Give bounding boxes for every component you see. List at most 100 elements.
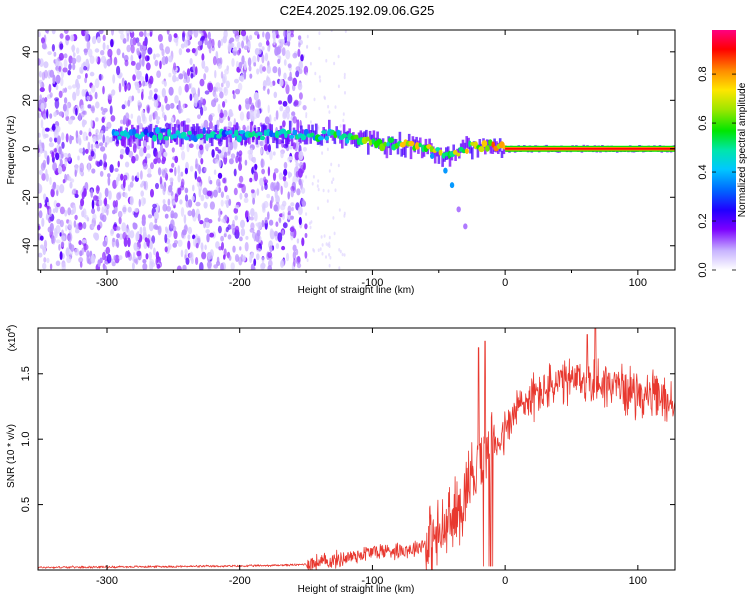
noise-speckle (104, 142, 108, 148)
noise-speckle (249, 34, 253, 41)
noise-speckle (182, 103, 185, 110)
noise-speckle (79, 162, 84, 173)
noise-speckle (76, 223, 79, 231)
noise-speckle (180, 249, 184, 258)
noise-speckle (325, 255, 327, 259)
noise-speckle (343, 75, 346, 80)
noise-speckle (116, 192, 121, 201)
noise-speckle (82, 147, 86, 156)
signal-halo (376, 131, 379, 144)
noise-speckle (90, 188, 94, 198)
noise-speckle (38, 139, 42, 150)
noise-speckle (102, 240, 108, 247)
noise-speckle (257, 221, 262, 231)
noise-speckle (66, 256, 72, 264)
noise-speckle (256, 68, 260, 75)
noise-speckle (262, 85, 266, 91)
noise-speckle (94, 78, 100, 89)
signal-halo (478, 139, 482, 150)
noise-speckle (286, 111, 290, 120)
noise-speckle (99, 170, 104, 177)
noise-speckle (267, 265, 272, 270)
noise-speckle (286, 32, 292, 42)
noise-speckle (298, 42, 301, 48)
signal-blob (259, 135, 266, 141)
noise-speckle (141, 48, 147, 55)
noise-speckle (69, 181, 73, 189)
noise-speckle (107, 93, 113, 100)
noise-speckle (110, 228, 115, 235)
noise-speckle (294, 151, 300, 161)
noise-speckle (162, 203, 168, 212)
signal-blob (491, 141, 496, 148)
noise-speckle (207, 31, 211, 40)
noise-speckle (244, 192, 249, 199)
noise-speckle (306, 258, 309, 263)
noise-speckle (290, 215, 294, 220)
noise-speckle (185, 75, 191, 84)
noise-speckle (148, 95, 153, 100)
noise-speckle (176, 265, 182, 270)
signal-blob (152, 134, 157, 142)
noise-speckle (112, 209, 116, 215)
noise-speckle (215, 146, 219, 152)
noise-speckle (225, 80, 230, 89)
noise-speckle (233, 168, 237, 177)
noise-speckle (305, 212, 308, 216)
noise-speckle (282, 100, 288, 107)
noise-speckle (238, 61, 243, 70)
noise-speckle (174, 95, 179, 104)
noise-speckle (70, 34, 75, 42)
noise-speckle (54, 97, 60, 102)
noise-speckle (255, 253, 260, 261)
x-tick-label: -300 (96, 575, 118, 587)
noise-speckle (94, 91, 98, 100)
noise-speckle (187, 30, 193, 38)
signal-blob (452, 149, 458, 155)
noise-speckle (305, 72, 308, 76)
noise-speckle (150, 188, 154, 198)
noise-speckle (124, 161, 130, 168)
noise-speckle (266, 193, 271, 199)
signal-halo (116, 129, 119, 144)
signal-halo (145, 131, 149, 143)
snr-panel: -300 -200 -100 0 100 0.5 1.0 1.5 Height of str… (6, 325, 676, 595)
x-tick-label: 0 (502, 277, 508, 289)
noise-speckle (283, 168, 288, 177)
noise-speckle (269, 81, 274, 88)
noise-speckle (75, 229, 80, 234)
noise-speckle (217, 225, 222, 234)
noise-speckle (323, 95, 326, 100)
noise-speckle (205, 221, 210, 229)
noise-speckle (266, 65, 271, 74)
noise-speckle (232, 93, 236, 100)
y-tick-label: 0 (21, 146, 33, 152)
noise-speckle (296, 188, 301, 196)
noise-speckle (124, 59, 129, 67)
noise-speckle (269, 150, 273, 161)
noise-speckle (304, 251, 308, 259)
noise-speckle (203, 119, 209, 130)
noise-speckle (177, 173, 181, 183)
noise-speckle (147, 32, 150, 37)
signal-track-layer (111, 119, 675, 230)
noise-speckle (129, 196, 134, 206)
noise-speckle (88, 131, 92, 137)
noise-speckle (147, 47, 153, 55)
noise-speckle (65, 34, 70, 41)
noise-speckle (254, 31, 259, 36)
signal-halo (203, 134, 207, 144)
noise-speckle (235, 155, 239, 164)
noise-speckle (247, 57, 252, 67)
signal-halo (285, 134, 288, 147)
noise-speckle (95, 160, 99, 166)
noise-speckle (250, 189, 255, 194)
noise-speckle (238, 162, 243, 171)
noise-speckle (165, 103, 171, 111)
noise-speckle (99, 257, 103, 262)
noise-speckle (49, 137, 53, 143)
noise-speckle (233, 187, 238, 196)
noise-speckle (239, 111, 245, 121)
